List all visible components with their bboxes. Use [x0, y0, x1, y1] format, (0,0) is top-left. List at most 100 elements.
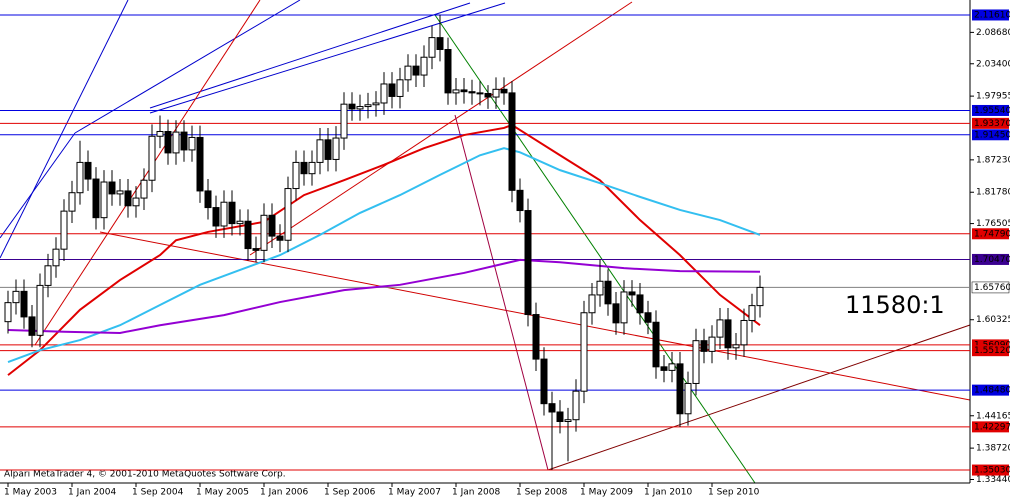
candle-body: [636, 294, 644, 314]
candle-body: [316, 139, 324, 163]
candle-body: [572, 390, 580, 421]
candle-body: [252, 248, 260, 251]
candle-body: [588, 294, 596, 314]
candle-body: [204, 190, 212, 209]
y-tick-label: 1.60325: [976, 315, 1010, 325]
candle-body: [644, 312, 652, 323]
trend-line: [74, 0, 301, 134]
candle-body: [548, 403, 556, 413]
candle-body: [604, 280, 612, 305]
candle-body: [292, 161, 300, 190]
candle-body: [420, 56, 428, 76]
candle-body: [428, 37, 436, 58]
trend-line: [149, 2, 506, 114]
level-label-box: [972, 384, 1009, 396]
level-label-box: [972, 104, 1009, 116]
level-label: 2.11610: [974, 10, 1010, 20]
trend-line: [454, 114, 549, 471]
level-label: 1.95540: [974, 106, 1010, 116]
candle-body: [748, 305, 756, 321]
level-label: 1.48480: [974, 386, 1010, 396]
trend-line: [34, 0, 261, 346]
x-tick-label: 1 Jan 2008: [452, 488, 500, 498]
trend-line: [149, 2, 471, 109]
candle-body: [380, 83, 388, 104]
candle-body: [28, 316, 36, 336]
candle-body: [756, 286, 764, 307]
candle-body: [284, 188, 292, 241]
y-tick-label: 1.38720: [976, 444, 1010, 454]
level-label: 1.35030: [974, 466, 1010, 476]
candle-body: [388, 83, 396, 97]
candle-body: [556, 411, 564, 422]
candle-body: [164, 131, 172, 154]
candle-body: [484, 92, 492, 98]
level-label-box: [972, 345, 1009, 357]
candle-body: [180, 131, 188, 151]
candle-body: [332, 137, 340, 160]
candle-body: [132, 197, 140, 207]
candle-body: [276, 235, 284, 241]
candle-body: [516, 189, 524, 212]
candle-body: [84, 161, 92, 180]
indicator-line: [7, 258, 761, 334]
indicator-line: [7, 147, 761, 364]
candle-body: [500, 88, 508, 94]
level-label: 1.91450: [974, 130, 1010, 140]
candle-body: [236, 220, 244, 225]
candle-body: [532, 314, 540, 360]
x-tick-label: 1 May 2009: [580, 488, 633, 498]
y-tick-label: 1.81780: [976, 188, 1010, 198]
candle-body: [220, 201, 228, 227]
candle-body: [76, 161, 84, 194]
y-tick-label: 1.97955: [976, 92, 1010, 102]
candle-body: [148, 135, 156, 181]
footer: Alpari MetaTrader 4, © 2001-2010 MetaQuo…: [4, 470, 286, 480]
candle-body: [60, 210, 68, 250]
candle-body: [444, 49, 452, 94]
candle-body: [460, 89, 468, 93]
candle-body: [524, 210, 532, 316]
x-tick-label: 1 Jan 2004: [68, 488, 116, 498]
y-tick-label: 2.08680: [976, 28, 1010, 38]
y-tick-label: 2.03400: [976, 59, 1010, 69]
candle-body: [452, 89, 460, 94]
x-tick-label: 1 May 2005: [196, 488, 249, 498]
candle-body: [612, 303, 620, 324]
x-tick-label: 1 May 2007: [388, 488, 441, 498]
candle-body: [660, 366, 668, 371]
x-tick-label: 1 Sep 2008: [516, 488, 568, 498]
trend-lines: [0, 0, 971, 484]
y-tick-label: 1.76505: [976, 219, 1010, 229]
level-label-box: [972, 129, 1009, 141]
trend-line: [0, 132, 76, 239]
candle-body: [708, 336, 716, 352]
candle-body: [676, 363, 684, 415]
candle-body: [716, 319, 724, 338]
candle-body: [124, 190, 132, 207]
level-label-box: [972, 117, 1009, 129]
candle-body: [732, 344, 740, 349]
x-tick-label: 1 Jan 2006: [260, 488, 308, 498]
candle-body: [684, 382, 692, 415]
candle-body: [476, 92, 484, 95]
candle-body: [468, 91, 476, 94]
candle-body: [212, 207, 220, 227]
x-tick-label: 1 Sep 2004: [132, 488, 184, 498]
trend-line: [0, 0, 129, 259]
y-tick-label: 1.44165: [976, 411, 1010, 421]
level-label-box: [972, 464, 1009, 476]
trend-line: [434, 14, 756, 484]
level-label: 1.70470: [974, 255, 1010, 265]
level-label: 1.55120: [974, 346, 1010, 356]
level-label-box: [972, 253, 1009, 265]
candle-body: [348, 103, 356, 110]
candle-body: [396, 79, 404, 97]
candle-body: [596, 280, 604, 296]
candle-body: [564, 419, 572, 422]
candle-body: [740, 319, 748, 346]
level-label: 1.65760: [974, 283, 1010, 293]
level-label: 1.42297: [974, 422, 1010, 432]
candle-body: [436, 37, 444, 51]
